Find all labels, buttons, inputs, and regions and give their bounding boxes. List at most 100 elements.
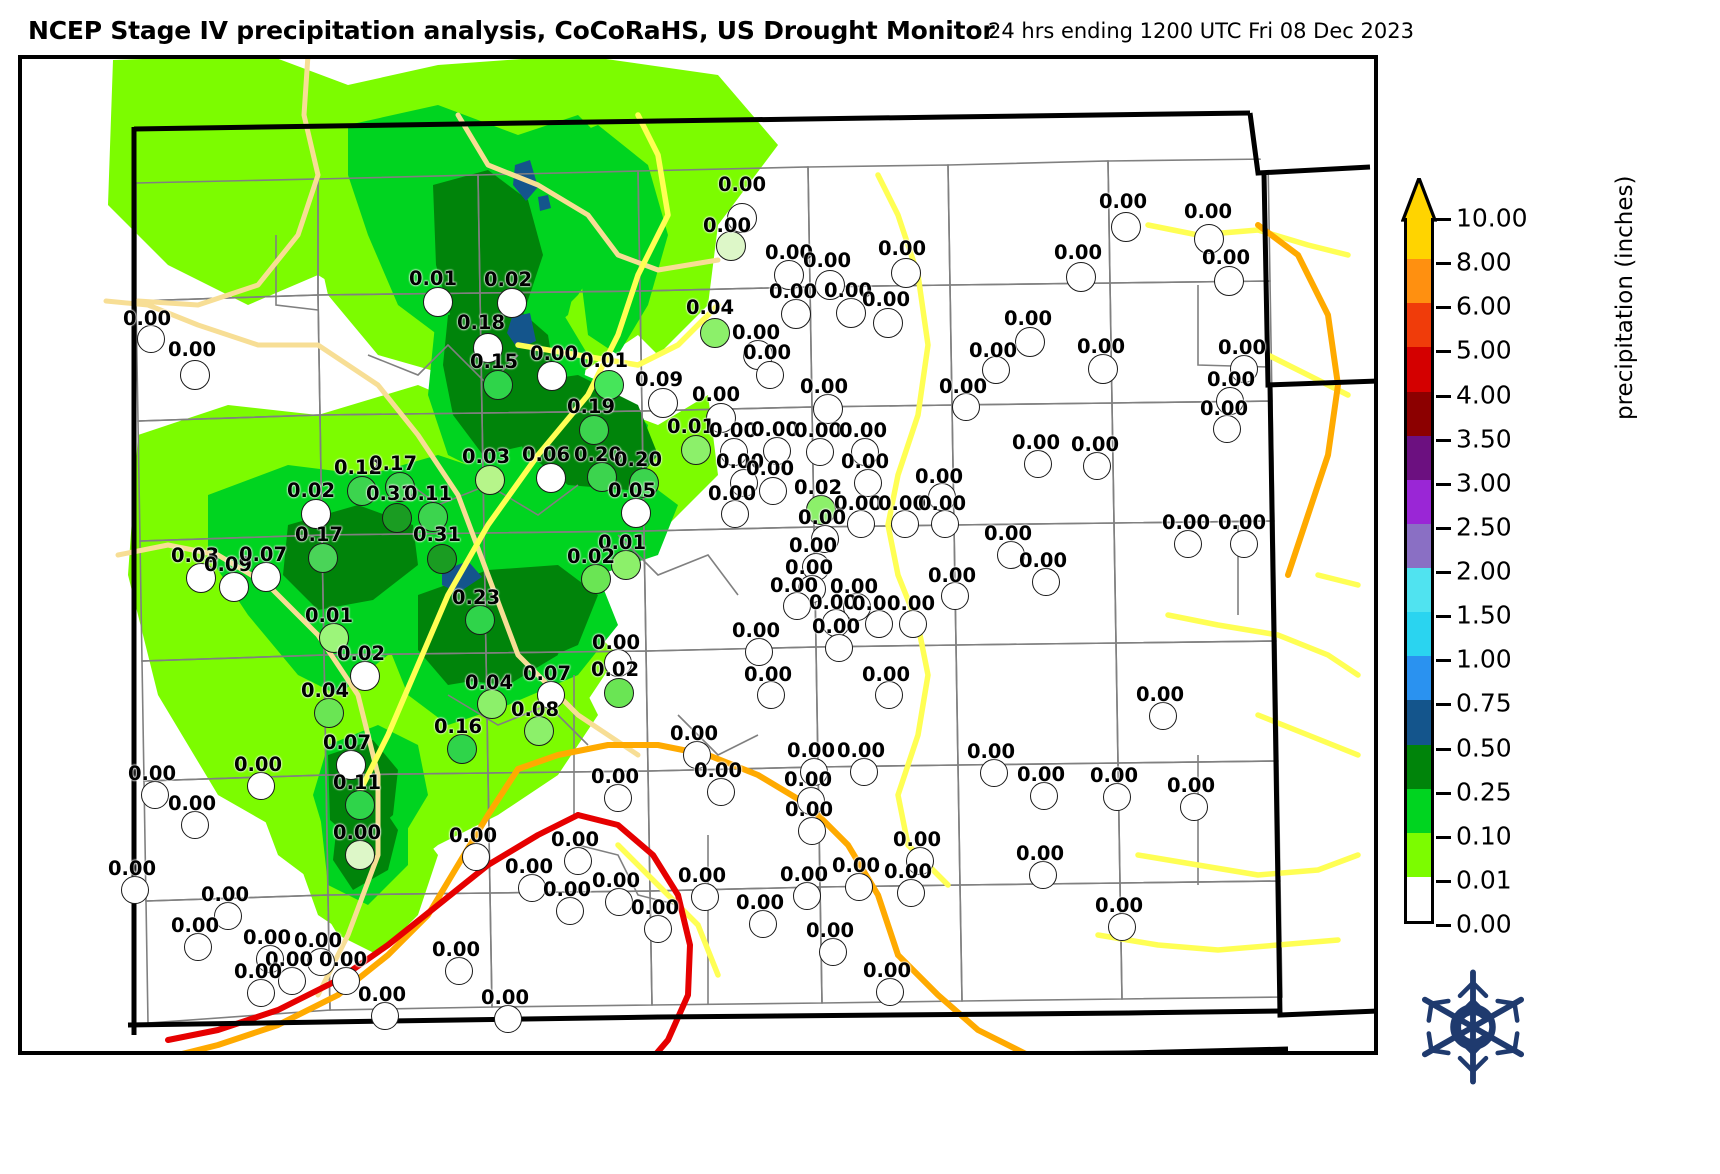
station-marker[interactable] [537,681,565,709]
station-marker[interactable] [822,609,850,637]
station-marker[interactable] [1029,861,1057,889]
station-marker[interactable] [897,879,925,907]
station-marker[interactable] [1032,568,1060,596]
station-marker[interactable] [941,582,969,610]
station-marker[interactable] [319,623,349,653]
station-marker[interactable] [278,967,306,995]
station-marker[interactable] [1066,262,1096,292]
station-marker[interactable] [518,874,546,902]
station-marker[interactable] [825,634,853,662]
station-marker[interactable] [445,957,473,985]
station-marker[interactable] [727,203,757,233]
station-marker[interactable] [141,781,169,809]
station-marker[interactable] [307,948,335,976]
station-marker[interactable] [483,370,513,400]
station-marker[interactable] [579,415,609,445]
station-marker[interactable] [847,510,875,538]
station-marker[interactable] [423,287,453,317]
station-marker[interactable] [850,758,878,786]
station-marker[interactable] [843,593,871,621]
station-marker[interactable] [730,469,758,497]
precipitation-map[interactable]: 0.00 0.00 0.00 0.00 0.00 0.00 0.00 0.00 0.00 0.01… [18,55,1378,1055]
station-marker[interactable] [644,915,672,943]
station-marker[interactable] [1180,793,1208,821]
station-marker[interactable] [899,610,927,638]
station-marker[interactable] [793,882,821,910]
station-marker[interactable] [350,661,380,691]
station-marker[interactable] [997,541,1025,569]
station-marker[interactable] [815,270,845,300]
station-marker[interactable] [1088,354,1118,384]
station-marker[interactable] [931,510,959,538]
station-marker[interactable] [604,678,634,708]
station-marker[interactable] [462,843,490,871]
station-marker[interactable] [720,438,748,466]
station-marker[interactable] [336,750,366,780]
station-marker[interactable] [952,393,980,421]
station-marker[interactable] [1230,530,1258,558]
colorbar[interactable]: 0.00 0.01 0.10 0.25 0.50 0.75 1.00 1.50 2.00 2.50… [1398,178,1528,940]
station-marker[interactable] [186,563,216,593]
station-marker[interactable] [891,258,921,288]
station-marker[interactable] [1111,212,1141,242]
station-marker[interactable] [836,298,866,328]
station-marker[interactable] [683,741,711,769]
station-marker[interactable] [594,370,624,400]
station-marker[interactable] [980,759,1008,787]
station-marker[interactable] [851,438,879,466]
station-marker[interactable] [347,476,377,506]
station-marker[interactable] [797,787,825,815]
station-marker[interactable] [1030,782,1058,810]
station-marker[interactable] [819,938,847,966]
station-marker[interactable] [873,308,903,338]
station-marker[interactable] [473,333,503,363]
station-marker[interactable] [121,876,149,904]
station-marker[interactable] [749,910,777,938]
station-marker[interactable] [382,503,412,533]
station-marker[interactable] [611,550,641,580]
station-marker[interactable] [256,945,284,973]
station-marker[interactable] [1230,355,1258,383]
station-marker[interactable] [681,435,711,465]
station-marker[interactable] [536,463,566,493]
station-marker[interactable] [811,525,839,553]
station-marker[interactable] [806,495,836,525]
station-marker[interactable] [604,784,632,812]
station-marker[interactable] [564,847,592,875]
station-marker[interactable] [700,318,730,348]
station-marker[interactable] [137,325,165,353]
station-marker[interactable] [707,778,735,806]
station-marker[interactable] [314,698,344,728]
station-marker[interactable] [247,772,275,800]
station-marker[interactable] [219,572,249,602]
station-marker[interactable] [691,883,719,911]
station-marker[interactable] [774,260,804,290]
station-marker[interactable] [371,1002,399,1030]
station-marker[interactable] [345,840,375,870]
station-marker[interactable] [477,689,507,719]
station-marker[interactable] [1015,327,1045,357]
station-marker[interactable] [605,888,633,916]
station-marker[interactable] [783,592,811,620]
station-marker[interactable] [385,472,415,502]
station-marker[interactable] [494,1005,522,1033]
station-marker[interactable] [813,394,843,424]
station-marker[interactable] [537,361,567,391]
station-marker[interactable] [247,979,275,1007]
station-marker[interactable] [865,610,893,638]
station-marker[interactable] [716,231,746,261]
station-marker[interactable] [982,356,1010,384]
station-marker[interactable] [184,933,212,961]
station-marker[interactable] [629,468,659,498]
station-marker[interactable] [798,817,826,845]
station-marker[interactable] [1194,224,1224,254]
station-marker[interactable] [556,897,584,925]
station-marker[interactable] [891,510,919,538]
station-marker[interactable] [447,734,477,764]
station-marker[interactable] [1149,702,1177,730]
station-marker[interactable] [845,873,873,901]
station-marker[interactable] [497,288,527,318]
station-marker[interactable] [806,438,834,466]
station-marker[interactable] [524,716,554,746]
station-marker[interactable] [875,681,903,709]
